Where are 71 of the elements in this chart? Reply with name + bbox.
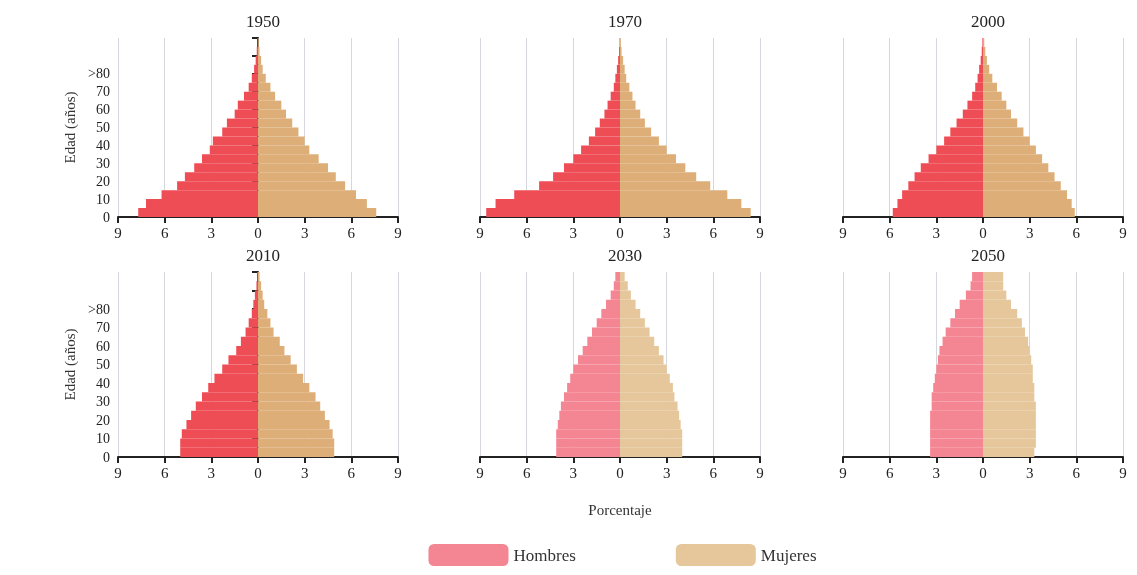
x-tick-label: 0 [254,224,262,241]
x-tick-label: 0 [616,224,624,241]
x-axis-title: Porcentaje [588,501,652,518]
x-tick-label: 0 [979,224,987,241]
x-tick-label: 9 [1119,464,1127,481]
x-tick-label: 3 [207,464,216,481]
y-tick-label: 70 [96,320,110,335]
chart-title: 1970 [608,12,642,31]
y-tick-label: >80 [88,301,110,317]
y-axis-title: Edad (años) [61,328,79,401]
y-tick-label: 20 [96,173,110,189]
x-tick-label: 6 [1072,464,1081,481]
x-tick-label: 3 [1025,224,1034,241]
x-tick-label: 3 [932,464,941,481]
x-tick-label: 6 [160,464,169,481]
x-tick-label: 9 [756,224,764,241]
x-tick-label: 3 [662,464,671,481]
x-tick-label: 0 [979,464,987,481]
x-tick-label: 3 [569,464,578,481]
x-tick-label: 6 [885,224,894,241]
x-tick-label: 0 [254,464,262,481]
x-tick-label: 9 [476,224,484,241]
y-tick-label: 30 [96,394,110,409]
x-tick-label: 6 [160,224,169,241]
y-tick-label: 60 [96,102,110,118]
x-tick-label: 3 [932,224,941,241]
x-tick-label: 3 [207,224,216,241]
legend-label: Mujeres [760,545,817,565]
x-tick-label: 6 [347,224,356,241]
y-tick-label: 70 [96,84,110,100]
x-tick-label: 0 [616,464,624,481]
chart-title: 1950 [246,12,280,31]
y-tick-label: 40 [96,375,110,391]
x-tick-label: 3 [1025,464,1034,481]
x-tick-label: 6 [709,464,718,481]
y-tick-label: 0 [103,209,110,225]
y-tick-label: 0 [103,449,110,465]
x-tick-label: 9 [394,224,402,241]
x-tick-label: 6 [347,464,356,481]
x-tick-label: 6 [522,224,531,241]
chart-title: 2030 [608,246,642,265]
y-tick-label: 10 [96,191,110,207]
y-tick-label: 50 [96,120,110,135]
x-tick-label: 6 [709,224,718,241]
x-tick-label: 3 [300,224,309,241]
legend-label: Hombres [513,545,576,565]
x-tick-label: 9 [476,464,484,481]
y-axis-title: Edad (años) [61,91,79,164]
x-tick-label: 3 [300,464,309,481]
y-tick-label: 20 [96,412,110,428]
x-tick-label: 9 [839,464,847,481]
y-tick-label: 40 [96,137,110,153]
x-tick-label: 9 [839,224,847,241]
chart-title: 2010 [246,246,280,265]
chart-title: 2050 [971,246,1005,265]
chart-title: 2000 [971,12,1005,31]
x-tick-label: 6 [1072,224,1081,241]
x-tick-label: 6 [522,464,531,481]
x-tick-label: 9 [114,224,122,241]
x-tick-label: 9 [756,464,764,481]
y-tick-label: >80 [88,66,110,82]
x-tick-label: 9 [114,464,122,481]
x-tick-label: 3 [569,224,578,241]
x-tick-label: 3 [662,224,671,241]
y-tick-label: 10 [96,431,110,446]
x-tick-label: 9 [394,464,402,481]
y-tick-label: 30 [96,155,110,171]
y-tick-label: 50 [96,357,110,372]
x-tick-label: 6 [885,464,894,481]
y-tick-label: 60 [96,338,110,354]
x-tick-label: 9 [1119,224,1127,241]
